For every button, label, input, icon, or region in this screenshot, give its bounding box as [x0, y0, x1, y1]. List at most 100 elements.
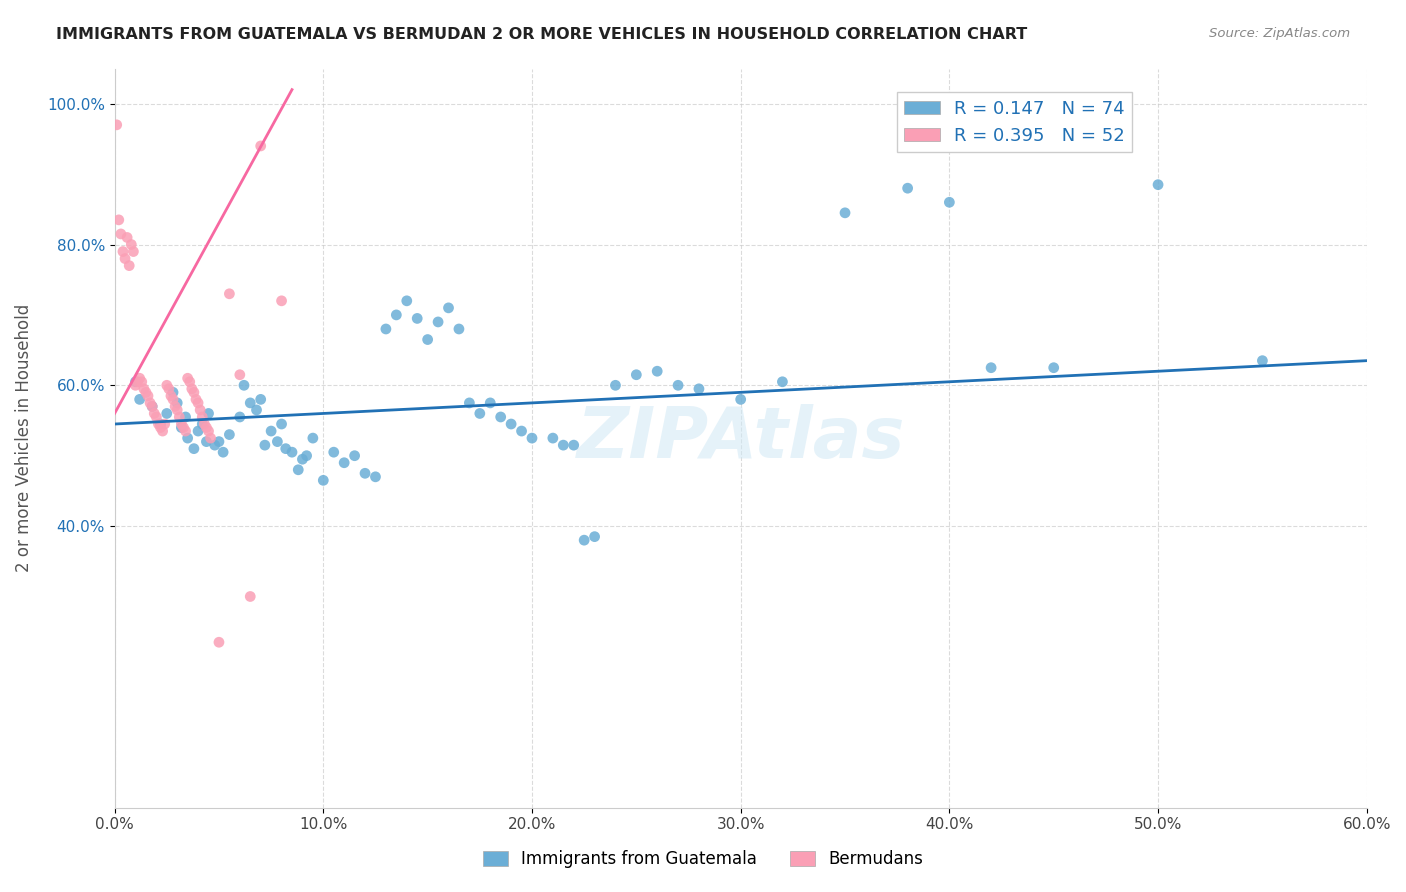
Point: [249, 139, 271, 153]
Point: [364, 470, 387, 484]
Legend: R = 0.147   N = 74, R = 0.395   N = 52: R = 0.147 N = 74, R = 0.395 N = 52: [897, 93, 1132, 152]
Point: [266, 434, 288, 449]
Point: [128, 371, 150, 385]
Point: [501, 417, 523, 431]
Point: [160, 389, 183, 403]
Legend: Immigrants from Guatemala, Bermudans: Immigrants from Guatemala, Bermudans: [477, 844, 929, 875]
Point: [195, 434, 218, 449]
Point: [458, 396, 481, 410]
Point: [897, 181, 920, 195]
Point: [274, 442, 297, 456]
Point: [1147, 178, 1170, 192]
Point: [208, 434, 231, 449]
Point: [562, 438, 585, 452]
Point: [191, 409, 214, 424]
Point: [193, 417, 215, 431]
Point: [980, 360, 1002, 375]
Point: [249, 392, 271, 407]
Point: [204, 438, 226, 452]
Point: [172, 420, 194, 434]
Point: [218, 286, 240, 301]
Point: [385, 308, 408, 322]
Text: ZIPAtlas: ZIPAtlas: [576, 403, 905, 473]
Point: [479, 396, 502, 410]
Point: [333, 456, 356, 470]
Point: [212, 445, 235, 459]
Point: [176, 431, 198, 445]
Point: [166, 396, 188, 410]
Point: [105, 118, 128, 132]
Text: Source: ZipAtlas.com: Source: ZipAtlas.com: [1209, 27, 1350, 40]
Point: [253, 438, 276, 452]
Point: [187, 396, 209, 410]
Point: [233, 378, 256, 392]
Point: [107, 212, 129, 227]
Point: [180, 382, 202, 396]
Point: [188, 403, 211, 417]
Point: [427, 315, 450, 329]
Point: [281, 445, 304, 459]
Point: [406, 311, 429, 326]
Point: [111, 244, 134, 259]
Point: [191, 417, 214, 431]
Point: [834, 206, 856, 220]
Point: [170, 417, 193, 431]
Point: [938, 195, 960, 210]
Point: [260, 424, 283, 438]
Point: [239, 590, 262, 604]
Point: [302, 431, 325, 445]
Point: [183, 442, 205, 456]
Point: [170, 420, 193, 434]
Point: [626, 368, 648, 382]
Point: [162, 385, 184, 400]
Point: [447, 322, 470, 336]
Point: [165, 400, 187, 414]
Point: [1042, 360, 1064, 375]
Point: [128, 392, 150, 407]
Point: [541, 431, 564, 445]
Point: [118, 259, 141, 273]
Point: [468, 407, 491, 421]
Point: [187, 424, 209, 438]
Point: [141, 400, 163, 414]
Point: [149, 420, 172, 434]
Point: [143, 407, 166, 421]
Point: [153, 417, 176, 431]
Point: [124, 375, 146, 389]
Point: [152, 424, 174, 438]
Point: [139, 396, 162, 410]
Point: [195, 420, 218, 434]
Point: [156, 407, 179, 421]
Y-axis label: 2 or more Vehicles in Household: 2 or more Vehicles in Household: [15, 304, 32, 573]
Point: [395, 293, 418, 308]
Point: [157, 382, 180, 396]
Point: [520, 431, 543, 445]
Point: [572, 533, 595, 548]
Point: [179, 375, 201, 389]
Point: [174, 424, 197, 438]
Point: [208, 635, 231, 649]
Point: [688, 382, 710, 396]
Point: [239, 396, 262, 410]
Point: [322, 445, 344, 459]
Point: [141, 400, 163, 414]
Point: [354, 467, 377, 481]
Point: [169, 409, 191, 424]
Point: [295, 449, 318, 463]
Point: [156, 378, 179, 392]
Point: [510, 424, 533, 438]
Point: [200, 431, 222, 445]
Point: [1251, 353, 1274, 368]
Point: [197, 407, 219, 421]
Point: [122, 244, 145, 259]
Point: [583, 530, 606, 544]
Point: [416, 333, 439, 347]
Point: [114, 252, 136, 266]
Point: [666, 378, 689, 392]
Point: [291, 452, 314, 467]
Point: [145, 409, 167, 424]
Point: [110, 227, 132, 241]
Point: [229, 409, 252, 424]
Point: [120, 237, 142, 252]
Point: [287, 463, 309, 477]
